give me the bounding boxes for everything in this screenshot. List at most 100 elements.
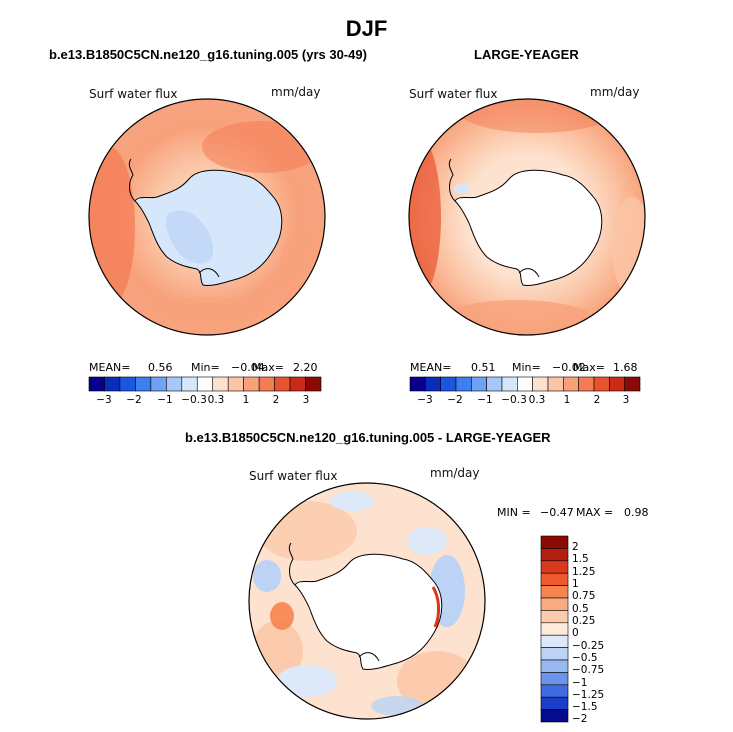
colorbar-swatch	[150, 376, 167, 392]
panel-c-min-label: MIN =	[497, 506, 531, 519]
colorbar-swatch	[563, 376, 579, 392]
panel-c-max-label: MAX =	[576, 506, 614, 519]
panel-b-max-label: Max=	[573, 361, 605, 374]
figure-title: DJF	[345, 16, 388, 41]
colorbar-swatch	[593, 376, 610, 392]
panel-c-colorbar-tick: 1.5	[572, 553, 589, 565]
panel-b-colorbar-tick: 2	[593, 394, 601, 406]
colorbar-swatch	[305, 376, 322, 392]
colorbar-swatch	[540, 560, 569, 574]
colorbar-swatch	[540, 696, 569, 710]
colorbar-swatch	[547, 376, 564, 392]
panel-c-colorbar-tick: −0.75	[572, 664, 605, 676]
colorbar-swatch	[409, 376, 426, 392]
panel-b-units-label: mm/day	[590, 85, 640, 99]
colorbar-swatch	[540, 597, 569, 611]
panel-c-colorbar-tick: −0.5	[572, 652, 598, 664]
colorbar-swatch	[274, 376, 291, 392]
panel-a-title: b.e13.B1850C5CN.ne120_g16.tuning.005 (yr…	[49, 47, 367, 62]
colorbar-swatch	[425, 376, 441, 392]
panel-c-colorbar-tick: 0.5	[572, 603, 589, 615]
colorbar-swatch	[578, 376, 595, 392]
colorbar-swatch	[227, 376, 244, 392]
panel-c-colorbar-tick: 0	[572, 627, 579, 639]
panel-b-colorbar-tick: 3	[622, 394, 630, 406]
colorbar-swatch	[624, 376, 641, 392]
colorbar-swatch	[540, 548, 569, 562]
panel-a-units-label: mm/day	[271, 85, 321, 99]
colorbar-swatch	[471, 376, 487, 392]
panel-c-colorbar-tick: 0.25	[572, 615, 596, 627]
panel-a-colorbar-tick: −2	[126, 394, 142, 406]
colorbar-swatch	[289, 376, 306, 392]
colorbar-swatch	[540, 709, 569, 723]
colorbar-swatch	[440, 376, 457, 392]
colorbar-swatch	[258, 376, 275, 392]
panel-a-colorbar-tick: 0.3	[207, 394, 225, 406]
panel-a-map	[88, 98, 326, 336]
panel-a-colorbar-tick: 3	[302, 394, 310, 406]
panel-b-title: LARGE-YEAGER	[474, 47, 579, 62]
panel-a-colorbar-tick: −1	[157, 394, 173, 406]
panel-c-colorbar-tick: 0.75	[572, 590, 596, 602]
panel-a-mean-value: 0.56	[148, 361, 173, 374]
colorbar-swatch	[486, 376, 503, 392]
panel-c-variable-label: Surf water flux	[249, 469, 338, 483]
panel-b-mean-label: MEAN=	[410, 361, 452, 374]
panel-b-min-value: −0.02	[552, 361, 586, 374]
colorbar-swatch	[540, 572, 569, 586]
colorbar-swatch	[212, 376, 229, 392]
colorbar-swatch	[166, 376, 183, 392]
colorbar-swatch	[540, 672, 569, 686]
panel-c-min-value: −0.47	[540, 506, 574, 519]
panel-c-colorbar-tick: −2	[572, 713, 588, 725]
panel-b-min-label: Min=	[512, 361, 541, 374]
panel-c-colorbar-tick: 1	[572, 578, 579, 590]
colorbar-swatch	[196, 376, 214, 392]
colorbar-swatch	[532, 376, 549, 392]
panel-b-colorbar-tick: 0.3	[528, 394, 546, 406]
panel-c-colorbar-tick: −1	[572, 677, 588, 689]
panel-b-variable-label: Surf water flux	[409, 87, 498, 101]
colorbar-swatch	[517, 376, 533, 392]
colorbar-swatch	[609, 376, 625, 392]
panel-b-colorbar-tick: −2	[447, 394, 463, 406]
panel-b-max-value: 1.68	[613, 361, 638, 374]
panel-b-colorbar-tick: −3	[417, 394, 433, 406]
panel-a-max-label: Max=	[252, 361, 284, 374]
colorbar-swatch	[540, 585, 569, 599]
colorbar-swatch	[135, 376, 152, 392]
panel-a-colorbar	[88, 376, 322, 392]
panel-c-colorbar-tick: −0.25	[572, 640, 605, 652]
colorbar-swatch	[455, 376, 472, 392]
panel-c-max-value: 0.98	[624, 506, 649, 519]
panel-c-colorbar-tick: −1.5	[572, 701, 598, 713]
colorbar-swatch	[181, 376, 198, 392]
colorbar-swatch	[243, 376, 260, 392]
colorbar-swatch	[540, 659, 569, 673]
panel-b-colorbar-tick: 1	[563, 394, 571, 406]
colorbar-swatch	[540, 684, 569, 698]
panel-b-colorbar-tick: −0.3	[501, 394, 527, 406]
panel-c-title: b.e13.B1850C5CN.ne120_g16.tuning.005 - L…	[185, 430, 551, 445]
colorbar-swatch	[540, 622, 569, 636]
panel-b-colorbar	[409, 376, 641, 392]
panel-a-min-value: −0.04	[231, 361, 265, 374]
panel-a-colorbar-tick: 2	[272, 394, 280, 406]
panel-a-mean-label: MEAN=	[89, 361, 131, 374]
colorbar-swatch	[540, 535, 569, 549]
colorbar-swatch	[119, 376, 136, 392]
colorbar-swatch	[88, 376, 105, 392]
panel-a-min-label: Min=	[191, 361, 220, 374]
panel-b-mean-value: 0.51	[471, 361, 496, 374]
panel-a-colorbar-tick: 1	[242, 394, 250, 406]
colorbar-swatch	[540, 610, 569, 624]
panel-c-units-label: mm/day	[430, 466, 480, 480]
colorbar-swatch	[540, 634, 569, 648]
panel-c-colorbar-tick: −1.25	[572, 689, 605, 701]
panel-c-colorbar	[540, 535, 569, 723]
colorbar-swatch	[104, 376, 121, 392]
panel-a-max-value: 2.20	[293, 361, 318, 374]
panel-a-colorbar-tick: −0.3	[181, 394, 207, 406]
panel-a-variable-label: Surf water flux	[89, 87, 178, 101]
